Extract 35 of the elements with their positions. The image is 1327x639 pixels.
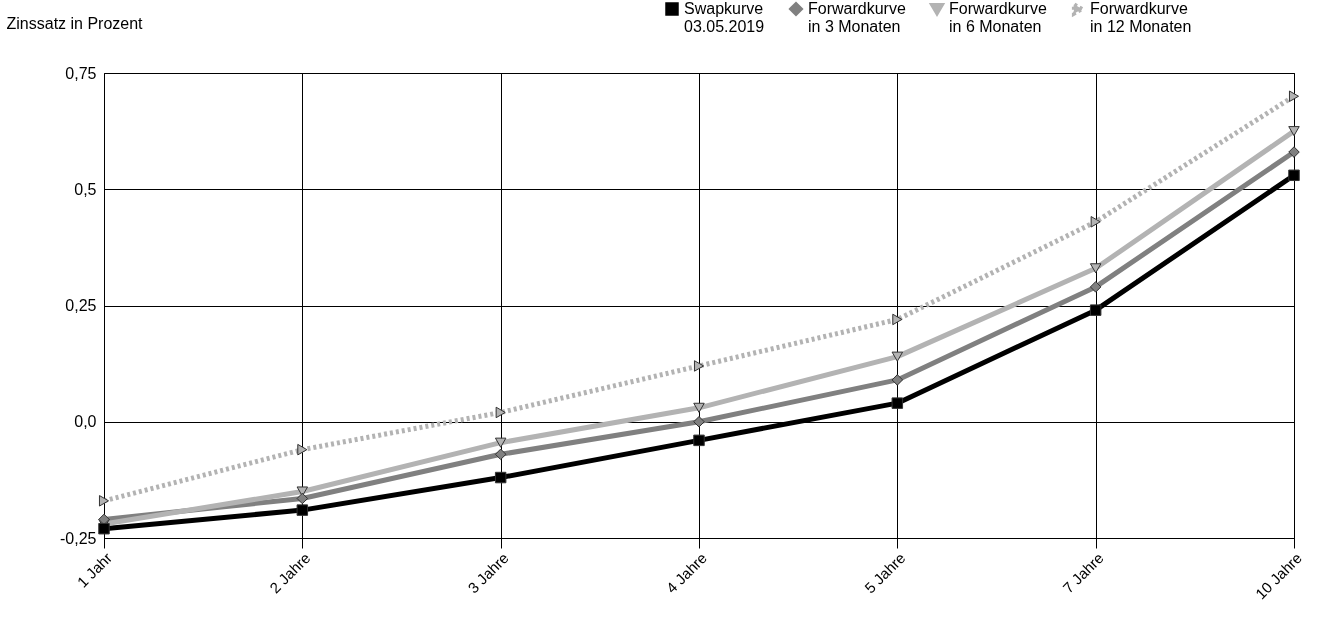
point xyxy=(693,416,705,428)
legend-label: Swapkurve 03.05.2019 xyxy=(684,0,765,35)
point xyxy=(1090,216,1101,228)
point xyxy=(1089,263,1102,274)
point xyxy=(98,522,110,535)
point xyxy=(494,437,507,448)
point xyxy=(891,351,904,362)
point xyxy=(693,402,705,413)
point xyxy=(891,374,904,386)
y-axis-title: Zinssatz in Prozent xyxy=(6,14,144,32)
point xyxy=(98,495,110,507)
point xyxy=(693,360,705,372)
point xyxy=(1288,90,1300,102)
y-tick-label: 0,0 xyxy=(74,413,97,431)
legend-label: Forwardkurve in 3 Monaten xyxy=(808,0,906,35)
point xyxy=(296,504,309,516)
point xyxy=(494,471,507,484)
point xyxy=(1089,304,1102,316)
y-tick-label: -0,25 xyxy=(60,529,97,547)
point xyxy=(494,448,507,461)
point xyxy=(892,313,903,326)
legend-label: Forwardkurve in 6 Monaten xyxy=(949,0,1047,35)
y-tick-label: 0,25 xyxy=(65,297,97,314)
point xyxy=(1288,146,1300,158)
point xyxy=(891,397,904,409)
point xyxy=(1288,126,1300,137)
point xyxy=(693,434,705,447)
y-tick-label: 0,75 xyxy=(65,64,97,82)
point xyxy=(495,406,506,419)
point xyxy=(296,492,309,505)
point xyxy=(1288,169,1300,182)
point xyxy=(1089,281,1102,293)
point xyxy=(297,443,308,456)
y-tick-label: 0,5 xyxy=(74,180,97,198)
legend-label: Forwardkurve in 12 Monaten xyxy=(1090,0,1192,35)
